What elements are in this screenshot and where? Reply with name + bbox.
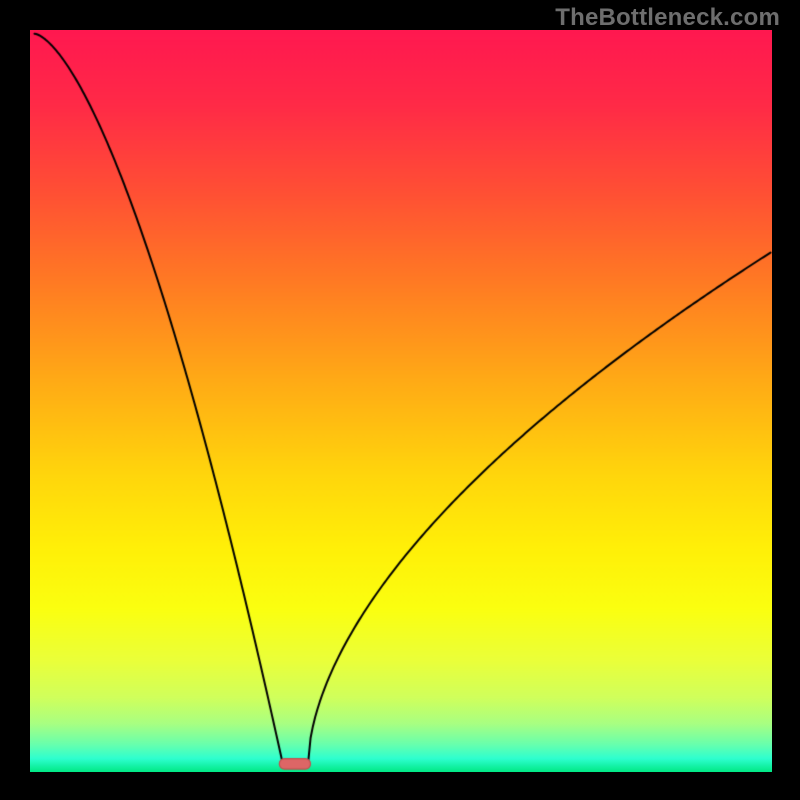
bottleneck-chart-canvas [30,30,772,772]
watermark-text: TheBottleneck.com [555,4,780,32]
